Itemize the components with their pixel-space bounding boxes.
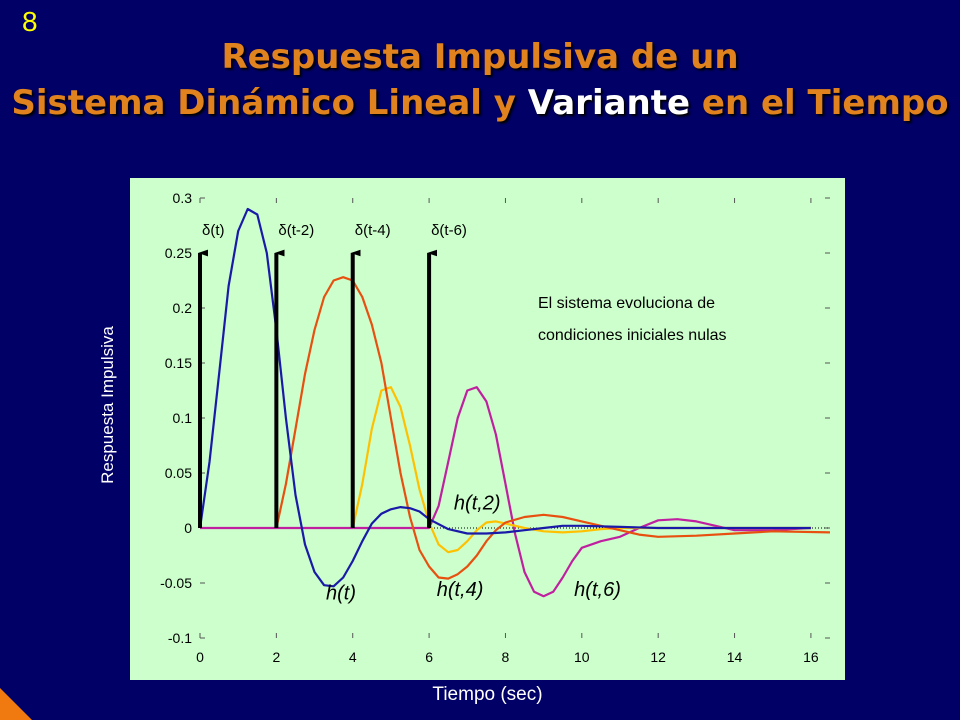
y-tick-label: 0.15 bbox=[165, 355, 192, 371]
series-line bbox=[200, 386, 811, 598]
slide-number: 8 bbox=[22, 6, 38, 37]
y-tick-label: -0.1 bbox=[168, 630, 192, 646]
curve-label: h(t,4) bbox=[437, 579, 484, 601]
chart-panel: 0 2 4 6 8 10 12 14 16 -0.1 -0.05 0 0.05 0.1 0.15 0.2 0.2… bbox=[130, 178, 845, 680]
title-part-b: en el Tiempo bbox=[690, 83, 949, 123]
impulse-label: δ(t-2) bbox=[278, 222, 314, 239]
x-tick-label: 8 bbox=[502, 649, 510, 665]
curve-label: h(t) bbox=[326, 583, 356, 605]
series-line bbox=[275, 276, 831, 580]
impulse-label: δ(t) bbox=[202, 222, 225, 239]
y-tick-label: 0.25 bbox=[165, 245, 192, 261]
note-line-1: El sistema evoluciona de bbox=[538, 295, 715, 312]
y-tick-label: 0.2 bbox=[173, 300, 193, 316]
title-part-a: Sistema Dinámico Lineal y bbox=[11, 83, 528, 123]
curve-label: h(t,6) bbox=[574, 579, 621, 601]
y-axis-label: Respuesta Impulsiva bbox=[98, 326, 117, 484]
x-axis-label: Tiempo (sec) bbox=[432, 684, 543, 705]
x-tick-label: 6 bbox=[425, 649, 433, 665]
slide-title: Respuesta Impulsiva de un Sistema Dinámi… bbox=[0, 34, 960, 126]
series-line bbox=[198, 207, 811, 588]
x-tick-label: 2 bbox=[272, 649, 280, 665]
x-tick-label: 16 bbox=[803, 649, 819, 665]
x-tick-label: 12 bbox=[650, 649, 666, 665]
impulse-response-chart: 0 2 4 6 8 10 12 14 16 -0.1 -0.05 0 0.05 0.1 0.15 0.2 0.2… bbox=[160, 190, 831, 665]
x-tick-label: 10 bbox=[574, 649, 590, 665]
x-tick-label: 14 bbox=[727, 649, 743, 665]
title-line-2: Sistema Dinámico Lineal y Variante en el… bbox=[0, 80, 960, 126]
x-tick-label: 0 bbox=[196, 649, 204, 665]
y-tick-label: 0 bbox=[184, 520, 192, 536]
y-tick-label: 0.1 bbox=[173, 410, 193, 426]
title-line-1: Respuesta Impulsiva de un bbox=[221, 37, 739, 77]
y-tick-label: 0.05 bbox=[165, 465, 192, 481]
y-tick-label: 0.3 bbox=[173, 190, 193, 206]
note-line-2: condiciones iniciales nulas bbox=[538, 327, 727, 344]
corner-decoration bbox=[0, 688, 32, 720]
impulse-label: δ(t-4) bbox=[355, 222, 391, 239]
title-highlight: Variante bbox=[527, 83, 691, 123]
impulse-label: δ(t-6) bbox=[431, 222, 467, 239]
curve-label: h(t,2) bbox=[454, 492, 501, 514]
x-tick-label: 4 bbox=[349, 649, 357, 665]
y-tick-label: -0.05 bbox=[160, 575, 192, 591]
